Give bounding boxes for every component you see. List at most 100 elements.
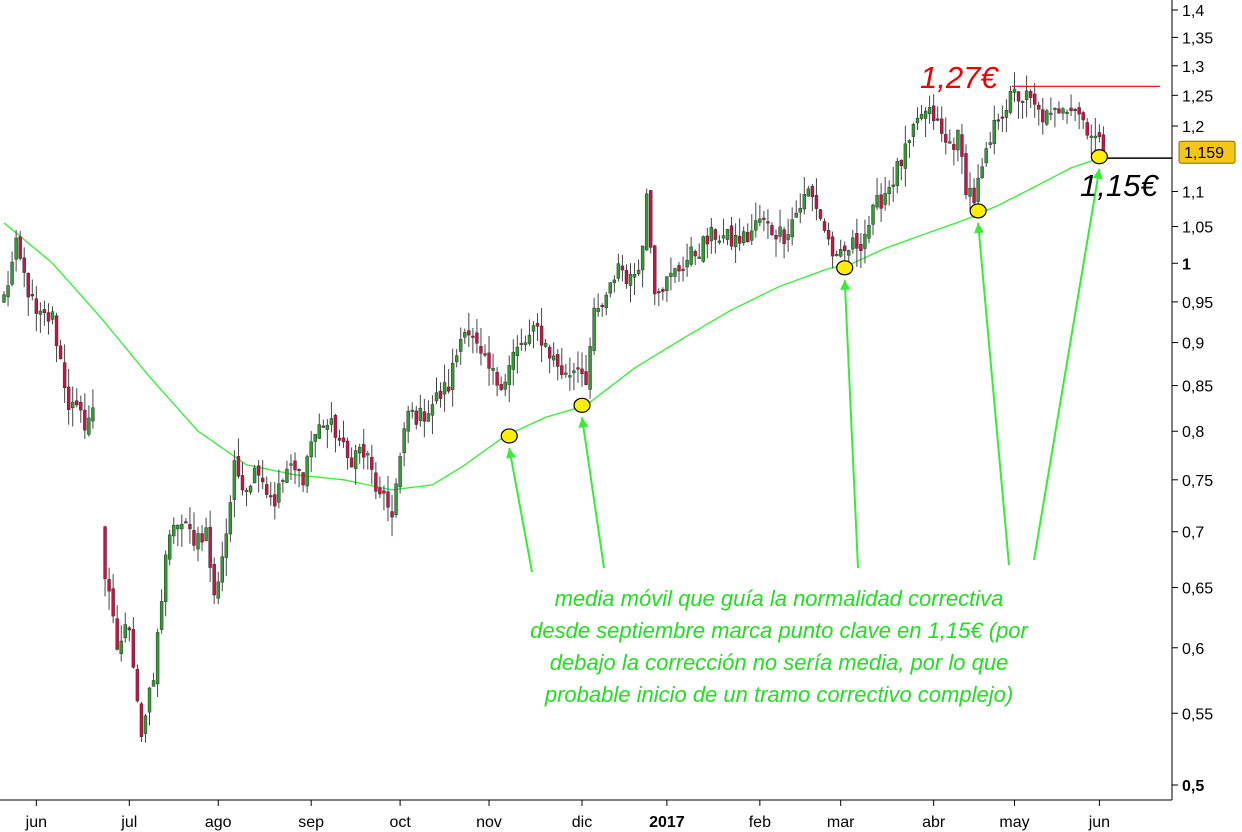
candle-up: [172, 524, 176, 537]
candle-down: [471, 335, 475, 338]
candle-down: [859, 243, 863, 251]
candle-down: [899, 159, 904, 167]
candle-down: [1101, 134, 1106, 153]
candle-up: [491, 367, 495, 371]
candle-down: [107, 579, 111, 592]
candle-down: [54, 315, 59, 347]
candle-up: [147, 687, 152, 713]
x-tick-label: feb: [749, 814, 771, 831]
candle-down: [83, 409, 87, 431]
candle-up: [14, 237, 18, 260]
touch-marker: [573, 397, 591, 413]
note-line-3: debajo la corrección no sería media, por…: [550, 650, 1009, 675]
touch-marker: [500, 428, 518, 444]
candle-up: [1045, 110, 1049, 125]
candle-down: [762, 217, 766, 220]
y-tick-label: 1,3: [1182, 59, 1204, 76]
candle-down: [75, 400, 79, 406]
candle-up: [838, 249, 843, 257]
candle-up: [891, 184, 895, 187]
candle-up: [665, 276, 669, 292]
y-tick-label: 0,85: [1182, 379, 1213, 396]
candle-up: [717, 240, 722, 243]
candle-down: [479, 346, 483, 354]
candle-down: [30, 294, 34, 297]
candle-up: [608, 282, 612, 294]
candle-up: [503, 381, 507, 390]
y-tick-label: 1,35: [1182, 30, 1213, 47]
candle-down: [770, 225, 774, 236]
candle-up: [228, 502, 233, 535]
candle-up: [968, 188, 972, 197]
last-price-box: [1178, 140, 1236, 164]
candle-down: [1041, 109, 1045, 123]
last-price-label: 1,159: [1184, 145, 1224, 162]
candle-down: [46, 312, 51, 322]
arrow-head: [974, 222, 984, 234]
candle-up: [196, 533, 200, 550]
x-tick-label: nov: [476, 814, 502, 831]
candle-up: [143, 715, 148, 734]
y-tick-label: 0,55: [1182, 706, 1213, 723]
candle-up: [244, 489, 249, 492]
candle-down: [349, 457, 354, 468]
candle-up: [883, 193, 887, 205]
candle-up: [180, 524, 184, 530]
candle-down: [1069, 107, 1073, 112]
candle-down: [297, 468, 301, 471]
candle-down: [127, 627, 132, 631]
candle-up: [1093, 135, 1098, 139]
candle-down: [446, 386, 451, 392]
candle-down: [467, 330, 471, 336]
candle-down: [1085, 122, 1089, 136]
candle-up: [992, 120, 996, 145]
candle-up: [366, 453, 370, 456]
candle-down: [293, 460, 297, 471]
candle-up: [515, 346, 520, 356]
arrow-head: [1092, 168, 1103, 180]
candle-down: [935, 118, 940, 121]
candle-up: [1065, 111, 1069, 114]
candle-up: [450, 363, 455, 391]
candle-up: [552, 355, 556, 361]
candle-down: [273, 494, 277, 507]
candle-down: [390, 511, 394, 518]
candle-up: [863, 233, 867, 249]
candle-down: [774, 235, 778, 240]
candle-up: [956, 129, 960, 151]
candle-up: [616, 263, 621, 279]
candle-up: [1049, 112, 1053, 115]
candle-down: [370, 456, 374, 470]
y-tick-label: 1,25: [1182, 88, 1213, 105]
candle-up: [519, 342, 524, 345]
candle-up: [402, 428, 406, 454]
candle-down: [539, 325, 544, 346]
candle-up: [976, 177, 980, 202]
candle-up: [794, 212, 798, 218]
candle-up: [572, 370, 576, 374]
candle-up: [463, 332, 467, 338]
candle-down: [657, 291, 661, 294]
candle-down: [661, 289, 665, 292]
touch-marker: [836, 260, 854, 276]
candle-up: [523, 342, 528, 345]
candle-up: [790, 219, 794, 238]
candle-down: [960, 134, 964, 157]
candle-down: [362, 444, 366, 458]
moving-average-line: [3, 156, 1104, 491]
candle-down: [18, 236, 22, 259]
arrow-line: [508, 447, 533, 573]
candle-down: [321, 425, 326, 428]
candle-up: [281, 480, 285, 483]
candle-up: [741, 231, 746, 244]
candle-up: [305, 456, 309, 487]
candle-up: [159, 601, 164, 630]
candle-down: [62, 362, 67, 388]
candle-down: [256, 465, 261, 476]
y-tick-label: 0,5: [1182, 778, 1204, 795]
note-line-2: desde septiembre marca punto clave en 1,…: [530, 618, 1029, 643]
candle-down: [964, 153, 968, 196]
candle-up: [527, 334, 532, 344]
candle-down: [26, 272, 30, 298]
